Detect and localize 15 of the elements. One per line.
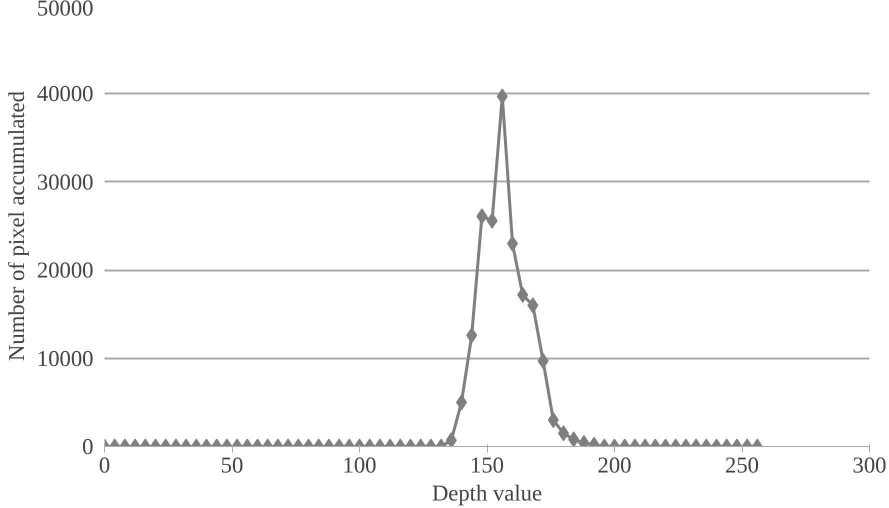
y-tick-label: 0 bbox=[82, 434, 94, 459]
x-tick-label: 50 bbox=[220, 452, 244, 478]
x-tick-label: 150 bbox=[470, 452, 504, 478]
x-tick-label: 0 bbox=[98, 452, 110, 478]
y-tick-label: 30000 bbox=[36, 169, 94, 194]
y-tick-label: 20000 bbox=[36, 258, 94, 283]
x-tick-label: 250 bbox=[725, 452, 759, 478]
y-tick-label: 10000 bbox=[36, 346, 94, 371]
y-axis-title: Number of pixel accumulated bbox=[4, 90, 29, 361]
x-tick-label: 100 bbox=[342, 452, 376, 478]
x-tick-label: 300 bbox=[852, 452, 886, 478]
x-tick-label: 200 bbox=[598, 452, 632, 478]
y-tick-label: 40000 bbox=[36, 81, 94, 106]
y-tick-label: 50000 bbox=[36, 0, 94, 20]
x-axis-title: Depth value bbox=[432, 480, 542, 506]
